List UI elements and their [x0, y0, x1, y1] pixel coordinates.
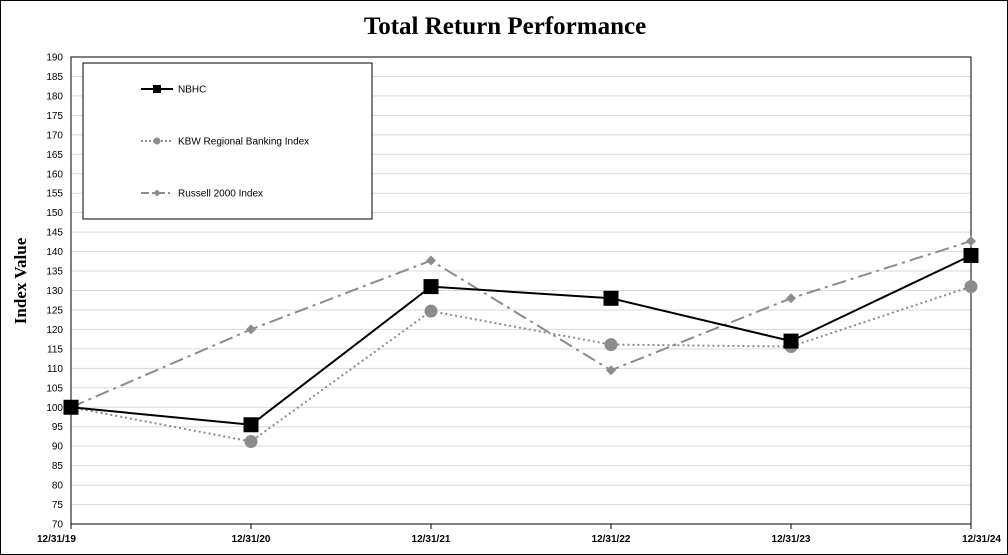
- y-tick-labels: 70 75 80 85 90 95 100 105 110 115 120 125 130 135 140 1…: [46, 53, 63, 531]
- y-tick-label: 160: [46, 169, 63, 180]
- y-tick-label: 85: [52, 461, 64, 472]
- y-tick-label: 130: [46, 286, 63, 297]
- data-point-marker: [244, 434, 258, 448]
- legend-swatch-marker: [153, 189, 161, 197]
- series-line: [70, 240, 972, 409]
- y-tick-label: 70: [52, 520, 64, 531]
- series-line: [70, 254, 972, 426]
- legend-label: Russell 2000 Index: [178, 189, 263, 200]
- y-tick-label: 180: [46, 91, 63, 102]
- y-tick-label: 155: [46, 189, 63, 200]
- legend-swatch-marker: [153, 137, 161, 145]
- data-point-marker: [606, 365, 616, 376]
- data-point-marker: [966, 236, 976, 247]
- y-tick-label: 150: [46, 208, 63, 219]
- y-tick-label: 115: [47, 344, 63, 355]
- y-tick-label: 140: [46, 247, 63, 258]
- y-tick-label: 90: [52, 442, 64, 453]
- y-tick-label: 110: [47, 364, 63, 375]
- y-tick-label: 120: [46, 325, 63, 336]
- data-point-marker: [426, 255, 436, 266]
- x-tick-label: 12/31/23: [772, 534, 811, 545]
- legend-label: NBHC: [178, 85, 206, 96]
- data-point-marker: [246, 324, 256, 335]
- y-tick-label: 175: [46, 111, 63, 122]
- y-tick-label: 100: [46, 403, 63, 414]
- series-layer: [63, 236, 979, 448]
- data-point-marker: [964, 280, 978, 294]
- data-point-marker: [786, 293, 796, 304]
- y-tick-label: 105: [46, 383, 63, 394]
- x-tick-label: 12/31/21: [412, 534, 451, 545]
- data-point-marker: [243, 417, 259, 433]
- x-tick-label: 12/31/24: [962, 534, 1001, 545]
- series-line: [70, 285, 972, 443]
- x-tick-label: 12/31/19: [37, 534, 76, 545]
- legend: NBHC KBW Regional Banking Index Russell 20…: [82, 62, 373, 220]
- data-point-marker: [604, 338, 618, 352]
- y-tick-label: 95: [52, 422, 64, 433]
- data-point-marker: [603, 290, 619, 306]
- legend-label: KBW Regional Banking Index: [178, 137, 309, 148]
- chart-title: Total Return Performance: [364, 13, 646, 40]
- y-tick-label: 170: [46, 130, 63, 141]
- x-tick-labels: 12/31/19 12/31/20 12/31/21 12/31/22 12/31/23…: [37, 524, 1001, 545]
- y-tick-label: 165: [46, 150, 63, 161]
- x-tick-label: 12/31/22: [592, 534, 631, 545]
- y-tick-label: 145: [46, 228, 63, 239]
- y-tick-label: 80: [52, 481, 64, 492]
- data-point-marker: [963, 247, 979, 263]
- data-point-marker: [63, 399, 79, 415]
- data-point-marker: [424, 304, 438, 318]
- y-tick-label: 185: [46, 72, 63, 83]
- legend-box: [82, 62, 373, 220]
- y-axis-label: Index Value: [11, 237, 30, 324]
- y-tick-label: 75: [52, 500, 64, 511]
- legend-swatch-marker: [153, 85, 161, 93]
- data-point-marker: [423, 279, 439, 295]
- y-tick-label: 190: [46, 53, 63, 64]
- y-tick-label: 135: [46, 267, 63, 278]
- y-tick-label: 125: [46, 305, 63, 316]
- x-tick-label: 12/31/20: [232, 534, 271, 545]
- data-point-marker: [783, 333, 799, 349]
